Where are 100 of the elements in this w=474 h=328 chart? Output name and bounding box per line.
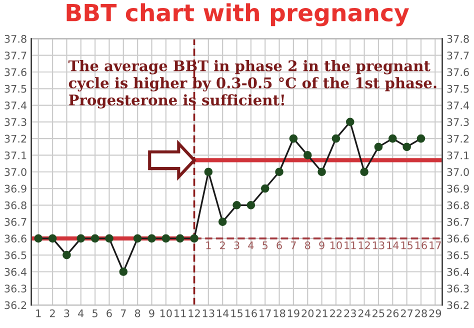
- x-tick-label: 13: [202, 309, 214, 318]
- y-tick-label: 36.4: [4, 268, 27, 276]
- point: [232, 200, 241, 210]
- y2-tick-label: 37.0: [447, 168, 469, 176]
- point: [332, 134, 340, 143]
- point: [275, 168, 284, 176]
- y-tick-label: 36.2: [4, 301, 26, 310]
- y-tick-label: 37.0: [4, 168, 26, 176]
- y2-tick-label: 36.5: [447, 251, 469, 260]
- x-tick-label: 6: [106, 309, 112, 318]
- x-tick-label: 16: [245, 309, 257, 318]
- y2-tick-label: 36.7: [447, 218, 469, 226]
- point: [119, 268, 128, 276]
- y2-tick-label: 37.7: [447, 52, 469, 60]
- x-tick-label: 1: [36, 310, 41, 318]
- x-tick-label: 10: [160, 309, 172, 318]
- point: [374, 142, 383, 152]
- point: [190, 234, 198, 243]
- point: [62, 250, 71, 260]
- x-tick-label: 29: [429, 309, 442, 318]
- x-tick-label: 7: [120, 310, 126, 318]
- x-tick-label: 27: [400, 309, 413, 318]
- y-tick-label: 37.8: [4, 34, 26, 43]
- chart-title: BBT chart with pregnancy: [66, 3, 409, 26]
- x-tick-label: 5: [92, 310, 98, 318]
- x2-tick-label: 15: [401, 242, 413, 250]
- x-tick-label: 9: [149, 309, 154, 318]
- y2-tick-label: 37.1: [447, 151, 469, 160]
- x-tick-label: 20: [302, 309, 314, 318]
- y-tick-label: 37.7: [4, 52, 26, 60]
- point: [303, 151, 312, 160]
- y-tick-label: 37.5: [4, 84, 26, 93]
- y-tick-label: 36.6: [4, 234, 26, 243]
- point: [246, 200, 256, 210]
- x-tick-label: 22: [330, 309, 342, 318]
- y2-tick-label: 36.4: [447, 268, 470, 276]
- x-tick-label: 26: [386, 309, 399, 318]
- point: [360, 168, 368, 176]
- y2-tick-label: 36.2: [447, 301, 469, 310]
- x-tick-label: 12: [188, 309, 200, 318]
- x2-tick-label: 11: [344, 242, 356, 250]
- y2-tick-label: 36.8: [447, 201, 469, 210]
- point: [260, 184, 270, 193]
- x2-tick-label: 2: [220, 241, 225, 250]
- x-tick-label: 21: [316, 309, 328, 318]
- x-tick-label: 14: [217, 310, 229, 318]
- x2-tick-label: 10: [330, 241, 342, 250]
- y-tick-label: 36.8: [4, 201, 26, 210]
- x2-tick-label: 8: [305, 241, 310, 250]
- x2-tick-label: 4: [248, 242, 254, 250]
- x-tick-label: 2: [50, 309, 55, 318]
- y-tick-label: 36.7: [4, 218, 26, 226]
- y-tick-label: 37.4: [4, 102, 27, 110]
- x-tick-label: 28: [415, 309, 427, 318]
- point: [204, 168, 213, 176]
- x-tick-label: 11: [174, 310, 186, 318]
- x-tick-label: 23: [344, 309, 356, 318]
- point: [416, 134, 426, 143]
- x-tick-label: 3: [64, 309, 70, 318]
- point: [34, 234, 43, 243]
- x2-tick-label: 13: [372, 241, 384, 250]
- x2-tick-label: 17: [430, 242, 441, 250]
- y-tick-label: 37.1: [4, 151, 26, 160]
- point: [346, 118, 354, 126]
- x2-tick-label: 6: [276, 241, 282, 250]
- y2-tick-label: 36.3: [447, 284, 469, 292]
- y-tick-label: 37.2: [4, 134, 26, 143]
- y-tick-label: 37.3: [4, 118, 26, 126]
- x2-tick-label: 14: [387, 242, 399, 250]
- x2-tick-label: 1: [206, 242, 211, 250]
- x-tick-label: 17: [260, 310, 271, 318]
- y-tick-label: 37.6: [4, 68, 26, 76]
- point: [148, 234, 156, 243]
- x2-tick-label: 12: [358, 241, 370, 250]
- point: [48, 234, 57, 243]
- y-tick-label: 36.5: [4, 251, 26, 260]
- x-tick-label: 4: [78, 310, 84, 318]
- point: [162, 234, 170, 243]
- point: [388, 134, 397, 143]
- y2-tick-label: 36.6: [447, 234, 469, 243]
- x2-tick-label: 7: [290, 242, 296, 250]
- x-tick-label: 15: [231, 310, 242, 318]
- x2-tick-label: 3: [234, 241, 240, 250]
- y2-tick-label: 37.6: [447, 68, 469, 76]
- point: [176, 234, 184, 243]
- point: [76, 234, 86, 243]
- point: [133, 234, 142, 243]
- point: [402, 142, 411, 152]
- y-tick-label: 36.9: [4, 184, 26, 193]
- x-tick-label: 25: [372, 309, 384, 318]
- x2-tick-label: 16: [416, 241, 427, 250]
- point: [105, 234, 114, 243]
- y2-tick-label: 36.9: [447, 184, 469, 193]
- point: [90, 234, 100, 243]
- y2-tick-label: 37.4: [447, 102, 470, 110]
- point: [318, 168, 326, 176]
- x-tick-label: 19: [288, 309, 300, 318]
- y2-tick-label: 37.2: [447, 134, 469, 143]
- y2-tick-label: 37.8: [447, 34, 469, 43]
- point: [289, 134, 298, 143]
